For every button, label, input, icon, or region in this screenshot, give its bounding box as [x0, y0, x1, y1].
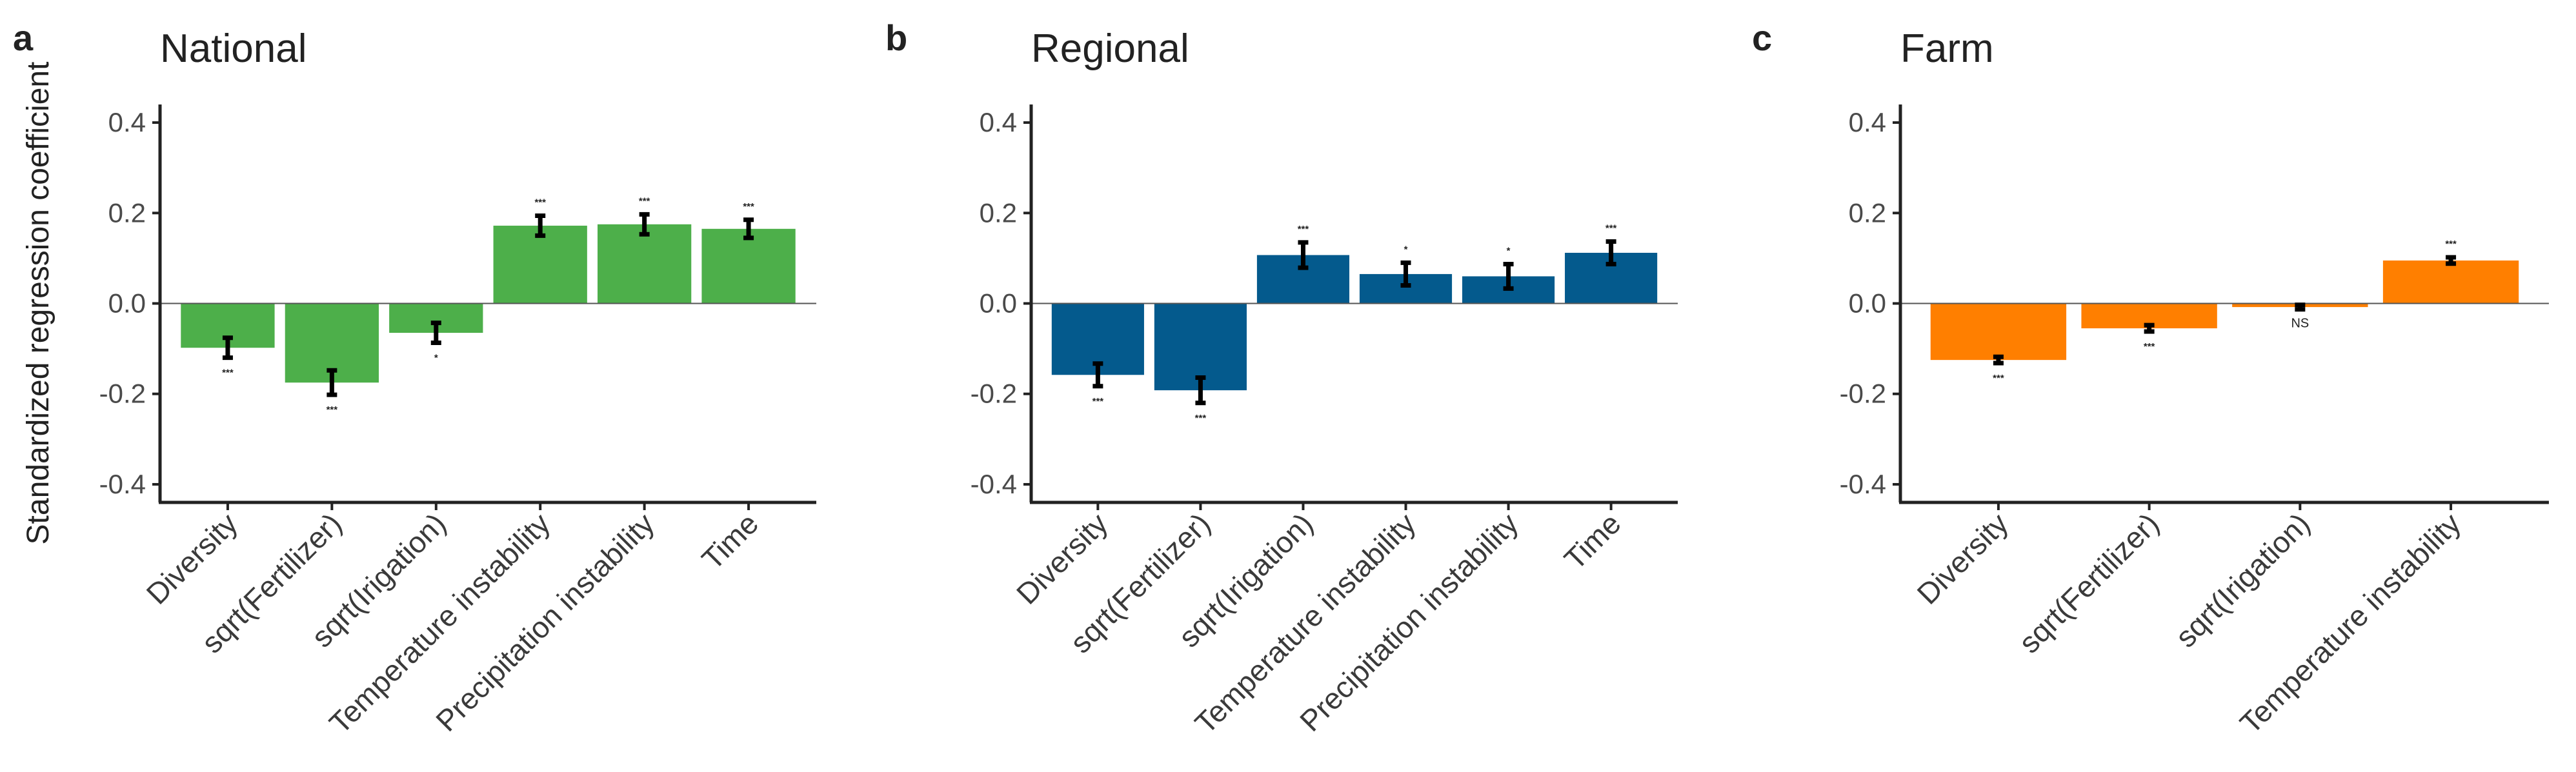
x-tick-label: Diversity — [140, 506, 244, 610]
panel-farm: c Farm 0.4 0.2 0.0 -0.2 -0.4 *** *** NS *** Diversi… — [1752, 17, 2549, 740]
significance-label: *** — [1993, 373, 2004, 384]
x-tick-label: Diversity — [1010, 506, 1114, 610]
y-tick-label: -0.4 — [99, 469, 146, 499]
panel-letter: a — [13, 17, 34, 58]
significance-label: *** — [1195, 413, 1207, 424]
significance-label: *** — [327, 404, 338, 415]
y-tick-label: -0.2 — [1840, 379, 1886, 409]
y-tick-label: 0.4 — [108, 107, 146, 137]
bar-precipitation-instability — [598, 224, 692, 304]
x-tick-label: Diversity — [1911, 506, 2015, 610]
significance-label: *** — [639, 195, 650, 206]
error-bar-diversity — [1092, 361, 1103, 389]
y-tick-label: 0.0 — [1849, 288, 1886, 319]
significance-label: * — [1507, 246, 1511, 257]
y-tick-label: -0.4 — [971, 469, 1017, 499]
significance-label: *** — [222, 368, 234, 379]
error-bar-sqrt-irigation — [1298, 240, 1309, 270]
error-bar-temperature-instability — [2446, 255, 2457, 266]
significance-label: *** — [743, 201, 754, 212]
y-axis-label: Standardized regression coefficient — [21, 62, 55, 545]
error-bar-sqrt-fertilizer — [1195, 375, 1206, 406]
x-tick-label: sqrt(Fertilizer) — [2012, 506, 2165, 659]
panel-title: National — [160, 26, 307, 71]
significance-label: *** — [534, 197, 546, 208]
error-bar-precipitation-instability — [639, 212, 650, 237]
significance-label: *** — [1092, 396, 1104, 407]
significance-label: *** — [2144, 341, 2155, 352]
bar-temperature-instability — [493, 225, 587, 304]
error-bar-sqrt-fertilizer — [327, 368, 337, 397]
y-tick-label: -0.2 — [99, 379, 146, 409]
error-bar-sqrt-irigation — [2295, 302, 2306, 312]
x-tick-label: sqrt(Irigation) — [2169, 506, 2316, 653]
panel-title: Farm — [1900, 26, 1994, 71]
error-bar-diversity — [1993, 354, 2004, 366]
error-bar-temperature-instability — [535, 213, 546, 238]
error-bar-sqrt-fertilizer — [2144, 322, 2155, 334]
error-bar-diversity — [222, 335, 233, 361]
error-bar-time — [743, 217, 754, 241]
x-tick-label: Time — [695, 506, 765, 576]
error-bar-time — [1605, 239, 1616, 267]
significance-label: * — [434, 352, 438, 363]
panel-title: Regional — [1031, 26, 1189, 71]
error-bar-precipitation-instability — [1503, 262, 1514, 291]
y-tick-label: 0.0 — [980, 288, 1017, 319]
significance-label: NS — [2291, 317, 2309, 331]
bar-time — [701, 228, 796, 304]
y-tick-label: 0.2 — [108, 197, 146, 228]
error-bar-sqrt-irigation — [430, 321, 441, 345]
x-tick-label: Time — [1558, 506, 1627, 576]
panel-letter: b — [885, 17, 907, 58]
significance-label: *** — [1298, 224, 1309, 235]
y-tick-label: 0.4 — [980, 107, 1017, 137]
significance-label: *** — [2445, 239, 2457, 250]
y-tick-label: 0.2 — [1849, 197, 1886, 228]
y-tick-label: -0.2 — [971, 379, 1017, 409]
significance-label: * — [1404, 244, 1408, 255]
error-bar-temperature-instability — [1400, 260, 1411, 288]
y-tick-label: 0.4 — [1849, 107, 1886, 137]
bar-temperature-instability — [2382, 260, 2519, 304]
y-tick-label: -0.4 — [1840, 469, 1886, 499]
y-tick-label: 0.2 — [980, 197, 1017, 228]
significance-label: *** — [1605, 223, 1617, 233]
y-tick-label: 0.0 — [108, 288, 146, 319]
panel-letter: c — [1752, 17, 1772, 58]
bar-diversity — [1930, 303, 2067, 361]
